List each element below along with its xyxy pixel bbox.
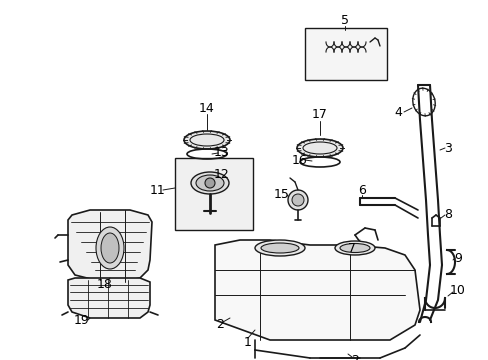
Ellipse shape xyxy=(196,175,224,191)
Text: 15: 15 xyxy=(273,189,289,202)
Text: 2: 2 xyxy=(216,319,224,332)
Ellipse shape xyxy=(96,227,124,269)
Ellipse shape xyxy=(191,172,228,194)
Text: 17: 17 xyxy=(311,108,327,122)
Circle shape xyxy=(204,178,215,188)
Text: 3: 3 xyxy=(443,141,451,154)
Text: 6: 6 xyxy=(357,184,365,197)
Text: 7: 7 xyxy=(347,242,355,255)
Circle shape xyxy=(287,190,307,210)
Ellipse shape xyxy=(254,240,305,256)
Text: 14: 14 xyxy=(199,102,214,114)
Ellipse shape xyxy=(339,243,369,252)
Circle shape xyxy=(291,194,304,206)
Text: 1: 1 xyxy=(244,336,251,348)
Text: 9: 9 xyxy=(453,252,461,265)
Text: 18: 18 xyxy=(97,279,113,292)
Polygon shape xyxy=(68,278,150,318)
Text: 10: 10 xyxy=(449,284,465,297)
Text: 2: 2 xyxy=(350,354,358,360)
Text: 11: 11 xyxy=(150,184,165,197)
Ellipse shape xyxy=(101,233,119,263)
Text: 13: 13 xyxy=(214,147,229,159)
Ellipse shape xyxy=(334,241,374,255)
Ellipse shape xyxy=(261,243,298,253)
Text: 16: 16 xyxy=(291,153,307,166)
Ellipse shape xyxy=(183,131,229,149)
Text: 19: 19 xyxy=(74,314,90,327)
Bar xyxy=(175,158,252,230)
Text: 5: 5 xyxy=(340,13,348,27)
Ellipse shape xyxy=(296,139,342,157)
Polygon shape xyxy=(68,210,152,282)
Bar xyxy=(305,28,386,80)
Text: 12: 12 xyxy=(214,168,229,181)
Polygon shape xyxy=(215,240,419,340)
Text: 4: 4 xyxy=(393,105,401,118)
Text: 8: 8 xyxy=(443,208,451,221)
